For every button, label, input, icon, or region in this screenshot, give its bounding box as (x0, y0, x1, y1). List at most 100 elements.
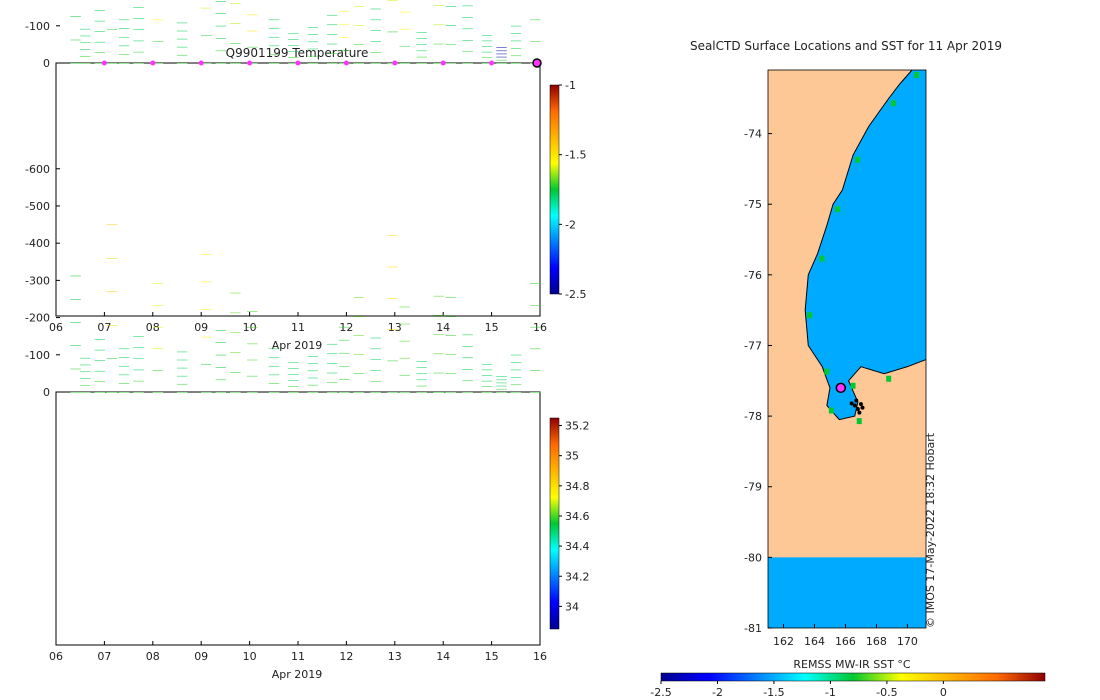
bottom-x-axis-label: Apr 2019 (272, 668, 323, 681)
profile-segment (215, 13, 227, 14)
profile-segment (94, 31, 106, 32)
profile-segment (481, 369, 493, 371)
track-point (854, 398, 859, 403)
profile-segment (288, 51, 299, 52)
surface-marker (101, 60, 107, 66)
profile-segment (201, 63, 212, 64)
profile-segment (462, 51, 473, 53)
profile-segment (399, 63, 410, 64)
profile-segment (496, 392, 507, 393)
profile-segment (510, 33, 522, 34)
profile-segment (496, 59, 507, 61)
profile-segment (307, 34, 319, 35)
profile-segment (230, 352, 241, 353)
profile-segment (288, 45, 299, 46)
profile-segment (399, 323, 410, 325)
profile-segment (133, 7, 144, 8)
profile-segment (338, 352, 350, 354)
profile-segment (70, 39, 81, 41)
sst-pixel (850, 382, 856, 389)
profile-segment (416, 50, 427, 52)
profile-segment (176, 392, 188, 393)
profile-segment (353, 316, 364, 317)
profile-segment (370, 370, 381, 371)
colorbar-tick-label: -2.5 (565, 288, 586, 301)
profile-segment (353, 44, 364, 45)
profile-segment (496, 376, 507, 377)
profile-segment (399, 28, 410, 30)
profile-segment (370, 63, 381, 64)
surface-marker (198, 60, 204, 66)
profile-segment (338, 23, 350, 25)
profile-segment (268, 63, 280, 64)
x-tick-label: 07 (97, 321, 111, 334)
lat-tick-label: -75 (744, 198, 762, 211)
profile-segment (326, 53, 338, 54)
profile-segment (133, 380, 144, 382)
y-tick-label: -600 (25, 163, 50, 176)
surface-marker (489, 60, 495, 66)
profile-segment (247, 327, 258, 329)
profile-segment (106, 258, 118, 259)
profile-segment (106, 392, 118, 393)
profile-segment (133, 51, 144, 53)
profile-segment (399, 392, 410, 393)
profile-segment (370, 52, 381, 53)
bottom-axes-frame (55, 391, 541, 646)
profile-segment (338, 392, 350, 393)
y-tick-label: -300 (25, 274, 50, 287)
track-point (855, 407, 860, 412)
profile-segment (215, 63, 227, 64)
sst-map-panel: SealCTD Surface Locations and SST for 11… (650, 39, 1046, 699)
profile-segment (288, 63, 299, 64)
profile-segment (247, 46, 258, 48)
profile-segment (510, 369, 522, 371)
sst-colorbar-tick-label: -2.5 (650, 686, 671, 699)
profile-segment (353, 297, 364, 298)
profile-segment (353, 63, 364, 64)
profile-segment (176, 351, 188, 353)
sst-pixel (835, 206, 841, 213)
profile-segment (416, 63, 427, 64)
x-tick-label: 09 (194, 321, 208, 334)
profile-segment (416, 385, 427, 387)
profile-segment (176, 359, 188, 361)
profile-segment (481, 63, 493, 64)
profile-segment (80, 392, 91, 393)
profile-segment (230, 372, 241, 373)
x-tick-label: 10 (243, 321, 257, 334)
profile-segment (201, 35, 212, 36)
profile-segment (496, 379, 507, 381)
profile-segment (268, 383, 280, 384)
profile-segment (118, 28, 130, 29)
profile-segment (387, 266, 398, 268)
profile-segment (133, 63, 144, 64)
profile-segment (510, 362, 522, 363)
profile-segment (510, 40, 522, 42)
profile-segment (247, 63, 258, 64)
x-tick-label: 15 (485, 650, 499, 663)
sst-coastal-warm-pixels (807, 72, 920, 425)
profile-segment (80, 357, 91, 359)
profile-segment (247, 375, 258, 377)
profile-segment (416, 38, 427, 39)
lon-tick-label: 162 (773, 635, 794, 648)
profile-segment (353, 25, 364, 26)
profile-segment (338, 339, 350, 341)
profile-segment (338, 36, 350, 38)
lat-tick-label: -80 (744, 551, 762, 564)
profile-segment (326, 343, 338, 345)
profile-segment (201, 7, 212, 9)
profile-segment (510, 63, 522, 64)
profile-segment (462, 392, 473, 393)
profile-segment (353, 392, 364, 393)
profile-segment (530, 305, 541, 306)
profile-segment (80, 385, 91, 386)
sst-pixel (855, 156, 861, 163)
profile-segment (326, 353, 338, 355)
profile-segment (416, 31, 427, 33)
profile-segment (118, 392, 130, 393)
x-tick-label: 06 (49, 321, 63, 334)
profile-segment (445, 6, 456, 7)
sst-pixel (819, 255, 825, 262)
